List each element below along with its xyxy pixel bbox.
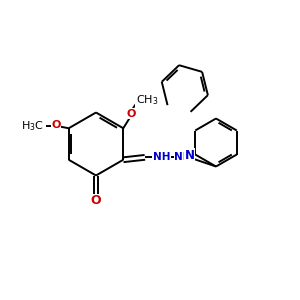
Text: CH$_3$: CH$_3$ <box>136 93 158 106</box>
Text: O: O <box>127 109 136 118</box>
Text: O: O <box>51 120 61 130</box>
Text: NH: NH <box>153 152 170 162</box>
Text: O: O <box>91 194 101 208</box>
Text: N: N <box>185 149 195 162</box>
Text: NH: NH <box>174 152 192 162</box>
Text: H$_3$C: H$_3$C <box>21 119 44 133</box>
